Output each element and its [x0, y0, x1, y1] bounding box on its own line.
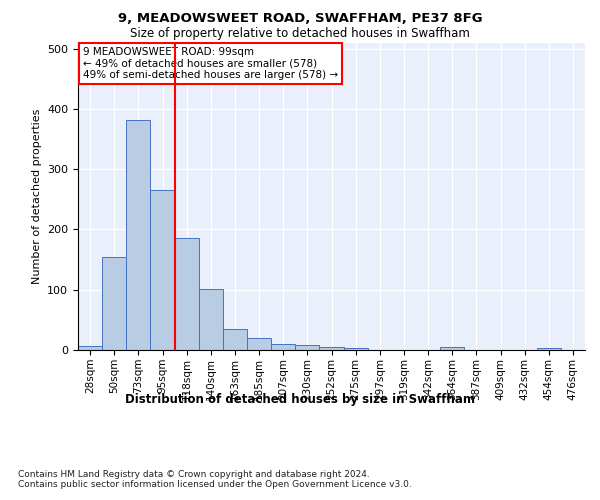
Bar [537, 348, 561, 350]
Bar [199, 288, 223, 350]
Bar [344, 348, 368, 350]
Bar [295, 345, 319, 350]
Text: 9, MEADOWSWEET ROAD, SWAFFHAM, PE37 8FG: 9, MEADOWSWEET ROAD, SWAFFHAM, PE37 8FG [118, 12, 482, 26]
Text: Contains HM Land Registry data © Crown copyright and database right 2024.
Contai: Contains HM Land Registry data © Crown c… [18, 470, 412, 490]
Bar [247, 338, 271, 350]
Bar [126, 120, 151, 350]
Text: Size of property relative to detached houses in Swaffham: Size of property relative to detached ho… [130, 28, 470, 40]
Bar [271, 344, 295, 350]
Bar [175, 238, 199, 350]
Bar [102, 256, 126, 350]
Bar [223, 329, 247, 350]
Bar [78, 346, 102, 350]
Y-axis label: Number of detached properties: Number of detached properties [32, 108, 41, 284]
Bar [440, 347, 464, 350]
Text: 9 MEADOWSWEET ROAD: 99sqm
← 49% of detached houses are smaller (578)
49% of semi: 9 MEADOWSWEET ROAD: 99sqm ← 49% of detac… [83, 47, 338, 80]
Bar [151, 190, 175, 350]
Text: Distribution of detached houses by size in Swaffham: Distribution of detached houses by size … [125, 392, 475, 406]
Bar [319, 347, 344, 350]
